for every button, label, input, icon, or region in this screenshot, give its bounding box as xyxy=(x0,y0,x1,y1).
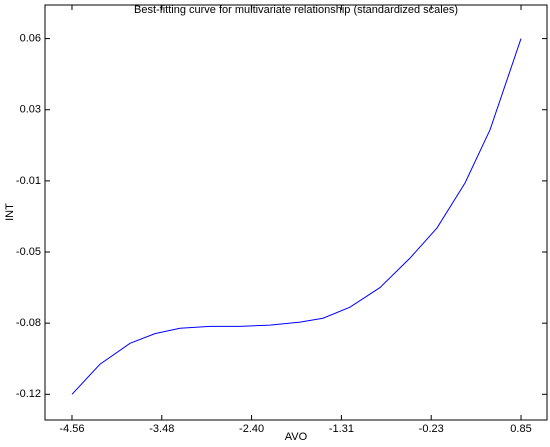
y-axis-label: INT xyxy=(4,203,16,221)
y-tick-label: 0.06 xyxy=(20,33,41,45)
x-tick-label: -4.56 xyxy=(59,423,84,435)
x-tick-label: -1.31 xyxy=(329,423,354,435)
x-tick-label: -2.40 xyxy=(239,423,264,435)
x-tick-label: 0.85 xyxy=(510,423,531,435)
x-tick-label: -0.23 xyxy=(419,423,444,435)
chart-title: Best-fitting curve for multivariate rela… xyxy=(134,4,458,16)
y-tick-label: -0.05 xyxy=(16,246,41,258)
curve xyxy=(71,38,522,395)
y-tick-label: 0.03 xyxy=(20,104,41,116)
x-tick-label: -3.48 xyxy=(149,423,174,435)
x-axis-label: AVO xyxy=(285,431,308,443)
y-tick-label: -0.12 xyxy=(16,388,41,400)
y-tick-label: -0.08 xyxy=(16,317,41,329)
y-tick-label: -0.01 xyxy=(16,175,41,187)
plot-frame xyxy=(44,4,548,421)
